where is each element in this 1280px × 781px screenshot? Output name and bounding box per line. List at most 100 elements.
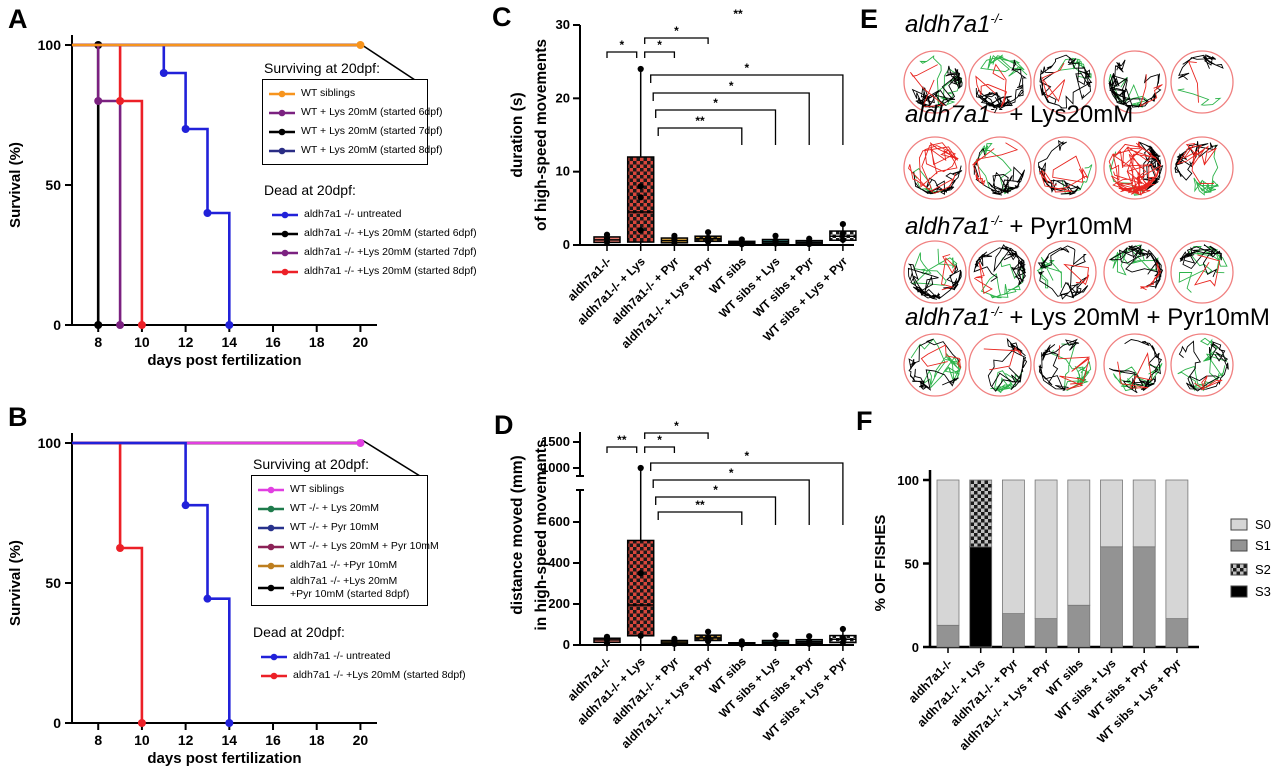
- legend-list: aldh7a1 -/- untreated aldh7a1 -/- +Lys 20…: [261, 647, 466, 685]
- legend-item: WT -/- + Pyr 10mM: [258, 518, 421, 537]
- data-point: [637, 194, 644, 201]
- well-ring: [1170, 50, 1234, 114]
- x-tick-label: 18: [309, 732, 325, 748]
- legend-box: WT siblings WT -/- + Lys 20mM WT -/- + Pyr…: [251, 475, 439, 607]
- trace-slow-speed: [1178, 54, 1224, 81]
- y-axis-title: Survival (%): [7, 142, 24, 228]
- well-ring: [1170, 136, 1234, 200]
- well-ring: [968, 50, 1032, 114]
- trace-medium-speed: [1109, 244, 1159, 276]
- bar-segment-S0: [1034, 479, 1058, 620]
- trace-slow-speed: [1174, 141, 1219, 181]
- significance-label: **: [617, 433, 627, 447]
- trace-fast-speed: [1193, 254, 1221, 287]
- y-axis-title-line1: duration (s): [509, 92, 526, 177]
- legend-marker-icon: [258, 543, 284, 550]
- data-point: [738, 641, 745, 648]
- well-ring: [1033, 50, 1097, 114]
- y-tick-label: 600: [548, 514, 570, 529]
- y-tick-label: 0: [563, 637, 570, 652]
- legend-marker-icon: [258, 584, 284, 592]
- trace-medium-speed: [1177, 337, 1228, 392]
- trace-medium-speed: [974, 143, 1014, 195]
- legend-item-label: WT + Lys 20mM (started 8dpf): [301, 143, 443, 156]
- well-ring: [1033, 136, 1097, 200]
- trace-fast-speed: [973, 262, 993, 294]
- well-ring: [1033, 240, 1097, 304]
- data-point: [806, 241, 813, 248]
- legend-item-label: aldh7a1 -/- +Lys 20mM (started 6dpf): [304, 226, 477, 239]
- x-tick-label: 8: [94, 334, 102, 350]
- well-ring: [903, 333, 967, 397]
- trace-row-title: aldh7a1-/-: [905, 11, 1003, 38]
- trace-row-title: aldh7a1-/- + Pyr10mM: [905, 213, 1133, 240]
- data-point: [225, 719, 234, 727]
- x-tick-label: 10: [134, 732, 150, 748]
- significance-bracket: [657, 511, 743, 525]
- trace-row-title: aldh7a1-/- + Lys20mM: [905, 101, 1134, 128]
- x-axis-title: days post fertilization: [147, 750, 301, 767]
- trace-fast-speed: [908, 141, 959, 194]
- legend-pointer-line: [361, 44, 419, 83]
- legend-item: aldh7a1 -/- untreated: [261, 647, 466, 666]
- trace-slow-speed: [1037, 245, 1089, 300]
- trace-fast-speed: [1058, 345, 1091, 390]
- data-point: [159, 69, 168, 77]
- y-tick-label: 100: [897, 473, 919, 488]
- legend-swatch-S2: [1230, 563, 1248, 576]
- significance-bracket: [644, 51, 676, 58]
- x-tick-label: 20: [353, 334, 369, 350]
- significance-label: *: [713, 483, 718, 497]
- legend-marker-icon: [269, 128, 295, 135]
- significance-label: *: [674, 24, 679, 38]
- legend-item: WT + Lys 20mM (started 6dpf): [269, 103, 443, 122]
- box-aldh7a1-/- + Lys: [626, 539, 655, 637]
- y-tick-label: 30: [556, 17, 570, 32]
- legend-title: Dead at 20dpf:: [253, 624, 345, 640]
- panel-label-d: D: [494, 410, 514, 440]
- trace-fast-speed: [1108, 141, 1162, 196]
- x-tick-label: 18: [309, 334, 325, 350]
- legend-item: aldh7a1 -/- +Lys 20mM (started 8dpf): [272, 262, 477, 281]
- well-ring: [1103, 50, 1167, 114]
- legend-a-surviving: Surviving at 20dpf: WT siblings WT + Lys 2…: [262, 60, 443, 165]
- y-tick-label: 1500: [541, 434, 570, 449]
- legend-marker-icon: [269, 109, 295, 116]
- data-point: [137, 321, 146, 329]
- well-ring: [968, 333, 1032, 397]
- significance-bracket: [644, 37, 709, 44]
- y-tick-label: 200: [548, 596, 570, 611]
- legend-marker-icon: [269, 90, 295, 97]
- legend-item: WT + Lys 20mM (started 7dpf): [269, 122, 443, 141]
- legend-marker-icon: [261, 653, 287, 660]
- significance-bracket: [650, 462, 844, 525]
- legend-swatch-S0: [1230, 518, 1248, 531]
- panel-label-c: C: [492, 2, 512, 32]
- significance-bracket: [652, 479, 810, 525]
- data-point: [839, 625, 846, 633]
- legend-item: aldh7a1 -/- untreated: [272, 205, 472, 224]
- y-axis-title-line2: in high-speed movements: [533, 439, 550, 630]
- panel-label-f: F: [856, 406, 873, 436]
- legend-swatch-S1: [1230, 539, 1248, 552]
- trace-fast-speed: [1187, 61, 1199, 103]
- survival-curve: [72, 43, 231, 325]
- data-point: [637, 65, 644, 73]
- data-point: [839, 221, 846, 228]
- legend-marker-icon: [272, 249, 298, 256]
- significance-label: **: [695, 114, 705, 128]
- data-point: [94, 97, 103, 105]
- legend-marker-icon: [272, 230, 298, 237]
- data-point: [705, 638, 712, 645]
- legend-item-label: aldh7a1 -/- +Pyr 10mM: [290, 558, 398, 571]
- significance-label: *: [657, 433, 662, 447]
- data-point: [705, 229, 712, 236]
- legend-marker-icon: [272, 268, 298, 275]
- legend-item-label: aldh7a1 -/- +Lys 20mM (started 8dpf): [293, 668, 466, 681]
- data-point: [116, 321, 125, 329]
- trace-fast-speed: [1063, 263, 1090, 286]
- well-ring: [1033, 333, 1097, 397]
- significance-bracket: [606, 51, 638, 58]
- legend-marker-icon: [272, 211, 298, 218]
- well-ring: [1103, 136, 1167, 200]
